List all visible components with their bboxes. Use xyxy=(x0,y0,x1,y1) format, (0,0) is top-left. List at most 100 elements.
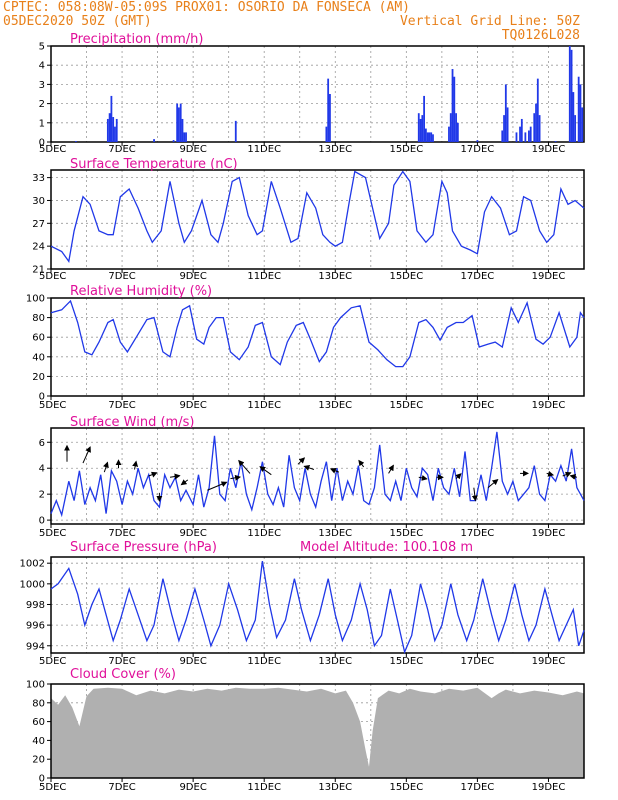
temp-series-line xyxy=(50,170,585,264)
precip-xtick-label: 17DEC xyxy=(461,144,495,155)
wind-xtick-label: 13DEC xyxy=(318,528,352,539)
cloud-xtick-label: 15DEC xyxy=(389,782,423,793)
cloud-xtick-label: 19DEC xyxy=(532,782,566,793)
header-run-date: 05DEC2020 50Z (GMT) xyxy=(3,14,152,29)
cloud-xtick-label: 13DEC xyxy=(318,782,352,793)
wind-xtick-label: 15DEC xyxy=(389,528,423,539)
precipitation-bar xyxy=(183,132,186,142)
header-grid-line: Vertical Grid Line: 50Z xyxy=(400,14,580,29)
precipitation-bar xyxy=(572,92,575,142)
precipitation-bar xyxy=(506,107,509,142)
precipitation-bar xyxy=(529,126,532,142)
precipitation-bar xyxy=(74,141,77,142)
cloud-ytick-label: 0 xyxy=(39,774,45,785)
precipitation-bar xyxy=(504,84,507,142)
precip-xtick-label: 13DEC xyxy=(318,144,352,155)
precip-ytick-label: 0 xyxy=(39,138,45,149)
wind-arrow xyxy=(169,473,181,480)
wind-arrow xyxy=(207,481,228,491)
precipitation-bar xyxy=(574,115,577,142)
precipitation-bar xyxy=(179,103,182,142)
temp-ytick-label: 24 xyxy=(32,242,45,253)
precipitation-bar xyxy=(234,120,237,142)
precipitation-bar xyxy=(185,132,187,142)
wind-arrow xyxy=(569,473,578,480)
pres-xtick-label: 13DEC xyxy=(318,656,352,667)
precipitation-bar xyxy=(325,126,328,142)
precipitation-title: Precipitation (mm/h) xyxy=(70,32,203,47)
precipitation-bar xyxy=(428,132,431,142)
rh-ytick-label: 100 xyxy=(26,294,45,305)
wind-arrow xyxy=(388,464,394,474)
precipitation-bar xyxy=(181,118,184,142)
wind-arrow xyxy=(103,461,109,473)
precipitation-bar xyxy=(176,103,179,142)
wind-ytick-label: 2 xyxy=(39,490,45,501)
wind-ytick-label: 6 xyxy=(39,438,45,449)
cloud-ytick-label: 60 xyxy=(32,717,45,728)
precipitation-bar xyxy=(172,140,175,142)
temp-xtick-label: 15DEC xyxy=(389,271,423,282)
header-model-id: TQ0126L028 xyxy=(502,28,580,43)
precipitation-bar xyxy=(455,113,457,142)
humidity-frame xyxy=(50,297,585,397)
wind-frame xyxy=(50,427,585,525)
temp-xtick-label: 11DEC xyxy=(247,271,281,282)
wind-xtick-label: 11DEC xyxy=(247,528,281,539)
cloud-xtick-label: 17DEC xyxy=(461,782,495,793)
precip-ytick-label: 4 xyxy=(39,61,45,72)
precipitation-bar xyxy=(515,132,518,142)
rh-xtick-label: 5DEC xyxy=(39,400,66,411)
precipitation-bar xyxy=(424,128,427,142)
wind-arrow xyxy=(238,459,251,474)
precipitation-bar xyxy=(451,69,454,142)
precip-xtick-label: 5DEC xyxy=(39,144,66,155)
precipitation-bar xyxy=(524,132,527,142)
rh-series-line xyxy=(50,299,585,368)
temp-ytick-label: 33 xyxy=(32,173,45,184)
rh-xtick-label: 11DEC xyxy=(247,400,281,411)
wind-xtick-label: 7DEC xyxy=(108,528,135,539)
precipitation-bar xyxy=(419,118,422,142)
precipitation-bar xyxy=(577,76,580,142)
temp-xtick-label: 17DEC xyxy=(461,271,495,282)
precipitation-bar xyxy=(568,46,571,142)
precipitation-bar xyxy=(501,130,504,142)
temperature-title: Surface Temperature (nC) xyxy=(70,157,238,172)
rh-xtick-label: 19DEC xyxy=(532,400,566,411)
temp-ytick-label: 30 xyxy=(32,196,45,207)
temperature-frame xyxy=(50,169,585,270)
header-line-1: CPTEC: 058:08W-05:09S PROX01: OSORIO DA … xyxy=(3,0,410,15)
precipitation-bar xyxy=(417,113,420,142)
precipitation-bar xyxy=(456,122,459,142)
wind-arrow xyxy=(297,457,306,465)
precipitation-bar xyxy=(153,139,155,142)
rh-ytick-label: 20 xyxy=(32,372,45,383)
wind-arrow xyxy=(329,467,340,474)
precipitation-bar xyxy=(535,103,537,142)
pressure-frame xyxy=(50,556,585,654)
wind-arrow xyxy=(455,473,462,480)
wind-xtick-label: 5DEC xyxy=(39,528,66,539)
precipitation-bar xyxy=(423,95,425,142)
precip-xtick-label: 7DEC xyxy=(108,144,135,155)
temp-xtick-label: 13DEC xyxy=(318,271,352,282)
wind-arrow xyxy=(259,466,272,476)
rh-xtick-label: 15DEC xyxy=(389,400,423,411)
precipitation-bar xyxy=(449,113,452,142)
precipitation-panel: Precipitation (mm/h) 0 1 2 3 4 5 5DEC 7DEC 9DEC 1… xyxy=(39,32,585,155)
precipitation-bar xyxy=(581,107,584,142)
pres-grid xyxy=(51,557,584,653)
precipitation-bar xyxy=(579,84,582,142)
temp-xtick-label: 7DEC xyxy=(108,271,135,282)
precipitation-bar xyxy=(554,141,557,142)
wind-ytick-label: 0 xyxy=(39,516,45,527)
temp-xtick-label: 19DEC xyxy=(532,271,566,282)
cloud-xtick-label: 11DEC xyxy=(247,782,281,793)
cloud-cover-frame xyxy=(50,683,585,779)
pres-xtick-label: 15DEC xyxy=(389,656,423,667)
rh-xtick-label: 13DEC xyxy=(318,400,352,411)
wind-arrow xyxy=(148,471,158,478)
precip-ytick-label: 1 xyxy=(39,118,45,129)
precip-xtick-label: 19DEC xyxy=(532,144,566,155)
